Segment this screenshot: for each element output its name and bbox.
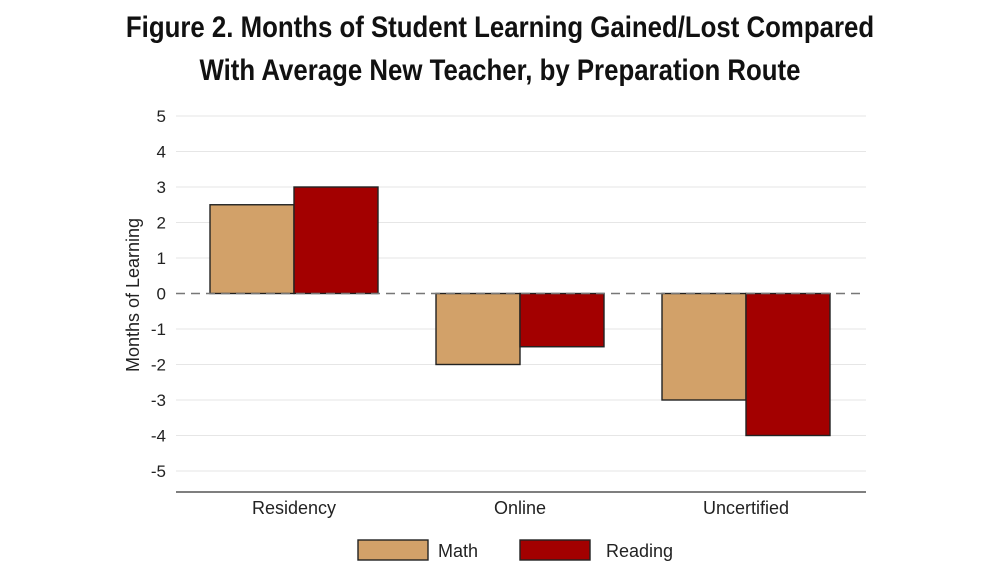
x-tick-label: Uncertified (703, 498, 789, 518)
bar-math-uncertified (661, 292, 747, 401)
chart-title: Figure 2. Months of Student Learning Gai… (70, 6, 930, 92)
legend: Math Reading (357, 539, 673, 561)
y-tick-label: -1 (151, 320, 166, 339)
axes: 5 4 3 2 1 0 -1 -2 -3 -4 -5 Residency Online Uncertifi… (151, 107, 866, 518)
y-tick-label: 0 (157, 285, 166, 304)
y-axis-label: Months of Learning (123, 218, 143, 372)
bar-reading-residency (293, 186, 379, 295)
bar-math-residency (209, 204, 295, 295)
y-tick-label: -5 (151, 462, 166, 481)
y-tick-label: 1 (157, 249, 166, 268)
bar-math-online (435, 292, 521, 366)
bars (209, 186, 831, 437)
legend-label-math: Math (438, 541, 478, 561)
y-tick-label: 5 (157, 107, 166, 126)
legend-label-reading: Reading (606, 541, 673, 561)
y-tick-label: -2 (151, 356, 166, 375)
legend-swatch-reading (519, 539, 591, 561)
bar-reading-online (519, 292, 605, 348)
chart-title-line-2: With Average New Teacher, by Preparation… (199, 54, 801, 87)
y-tick-label: -3 (151, 391, 166, 410)
y-tick-label: -4 (151, 427, 166, 446)
legend-swatch-math (357, 539, 429, 561)
y-tick-label: 4 (157, 143, 166, 162)
chart-title-line-1: Figure 2. Months of Student Learning Gai… (125, 11, 875, 44)
bar-reading-uncertified (745, 292, 831, 437)
x-tick-label: Online (494, 498, 546, 518)
y-tick-label: 3 (157, 178, 166, 197)
x-tick-label: Residency (252, 498, 336, 518)
y-tick-label: 2 (157, 214, 166, 233)
